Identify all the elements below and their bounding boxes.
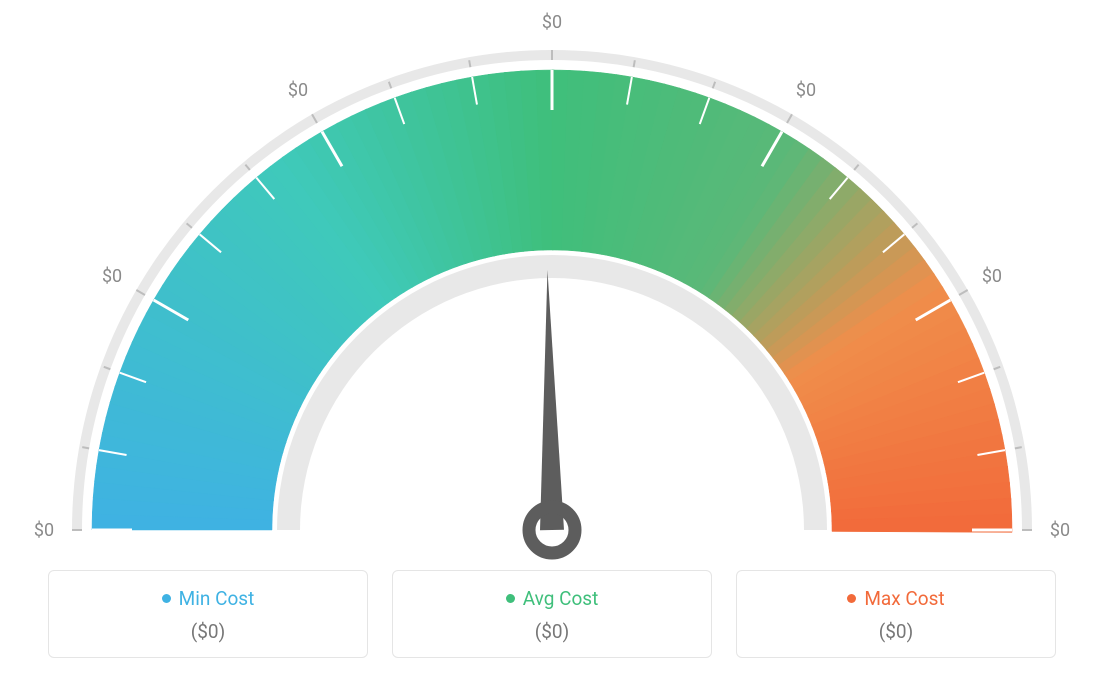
tick-label: $0	[288, 80, 308, 101]
minor-tick-outer	[634, 60, 635, 67]
tick-label: $0	[982, 266, 1002, 287]
gauge-chart-svg: $0 $0 $0 $0 $0 $0 $0	[0, 10, 1104, 580]
legend-label-min: Min Cost	[162, 587, 255, 610]
tick-label: $0	[796, 80, 816, 101]
legend-value-max: ($0)	[751, 620, 1041, 643]
tick-label: $0	[542, 12, 562, 33]
legend-card-max: Max Cost ($0)	[736, 570, 1056, 658]
tick-label: $0	[1050, 520, 1070, 541]
tick-label: $0	[102, 266, 122, 287]
legend-label-avg: Avg Cost	[506, 587, 599, 610]
cost-gauge: $0 $0 $0 $0 $0 $0 $0	[0, 0, 1104, 570]
legend-card-avg: Avg Cost ($0)	[392, 570, 712, 658]
minor-tick-outer	[82, 447, 89, 448]
legend-row: Min Cost ($0) Avg Cost ($0) Max Cost ($0…	[0, 570, 1104, 658]
gauge-needle	[540, 270, 564, 530]
legend-card-min: Min Cost ($0)	[48, 570, 368, 658]
legend-value-min: ($0)	[63, 620, 353, 643]
minor-tick-outer	[469, 60, 470, 67]
legend-value-avg: ($0)	[407, 620, 697, 643]
legend-label-max: Max Cost	[847, 587, 944, 610]
tick-label: $0	[34, 520, 54, 541]
minor-tick-outer	[1015, 447, 1022, 448]
